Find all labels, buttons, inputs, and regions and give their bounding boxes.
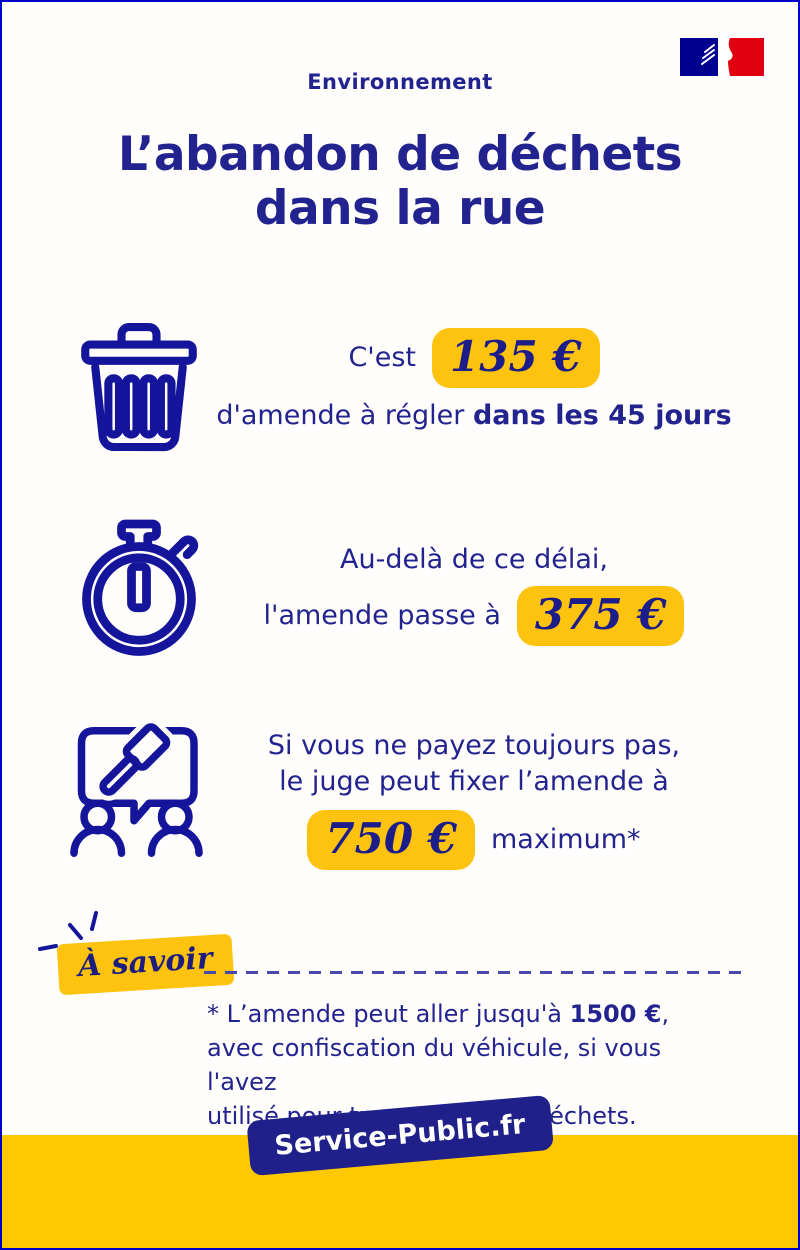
people-icons xyxy=(70,799,203,857)
lead-text: C'est xyxy=(348,342,416,373)
delay-line: Au-delà de ce délai, xyxy=(340,544,608,575)
delay-amount-line: l'amende passe à 375 € xyxy=(214,586,734,646)
footnote-line-2: avec confiscation du véhicule, si vous l… xyxy=(207,1034,662,1096)
judge-amount-line: 750 € maximum* xyxy=(214,810,734,870)
amount-750-badge: 750 € xyxy=(307,810,475,870)
justice-dialog-icon xyxy=(64,702,214,862)
fine-delay-section: Au-delà de ce délai, l'amende passe à 37… xyxy=(214,542,734,646)
footnote-amount: 1500 € xyxy=(569,1000,662,1028)
title-line-1: L’abandon de déchets xyxy=(117,127,683,182)
fine-initial-lead: C'est 135 € xyxy=(214,328,734,388)
trash-icon xyxy=(64,302,214,462)
amount-135-badge: 135 € xyxy=(432,328,600,388)
lead-text: l'amende passe à xyxy=(263,600,501,631)
sparkle-icon xyxy=(30,905,110,961)
maximum-text: maximum* xyxy=(490,824,641,855)
category-label: Environnement xyxy=(307,70,493,94)
fine-judge-section: Si vous ne payez toujours pas, le juge p… xyxy=(214,728,734,870)
detail-bold-text: dans les 45 jours xyxy=(472,400,732,431)
fine-initial-detail: d'amende à régler dans les 45 jours xyxy=(214,398,734,434)
title-line-2: dans la rue xyxy=(254,181,546,236)
french-government-logo xyxy=(680,38,764,76)
stopwatch-icon xyxy=(64,504,214,664)
gavel-icon xyxy=(99,723,171,796)
a-savoir-badge: À savoir xyxy=(56,933,235,996)
logo-red-block xyxy=(728,38,764,76)
amount-375-badge: 375 € xyxy=(516,586,685,646)
wing-streaks xyxy=(701,44,715,65)
fine-initial-section: C'est 135 € d'amende à régler dans les 4… xyxy=(214,328,734,434)
judge-line-1: Si vous ne payez toujours pas, xyxy=(267,730,681,761)
footnote-comma: , xyxy=(661,1000,670,1028)
detail-text: d'amende à régler xyxy=(216,400,465,431)
dashed-divider xyxy=(204,971,742,974)
judge-line-2: le juge peut fixer l’amende à xyxy=(279,766,669,797)
marianne-flag-icon xyxy=(680,38,764,76)
footnote-text: * L’amende peut aller jusqu'à xyxy=(207,1000,570,1028)
page-title: L’abandon de déchets dans la rue xyxy=(2,128,798,236)
marianne-silhouette xyxy=(718,38,733,76)
